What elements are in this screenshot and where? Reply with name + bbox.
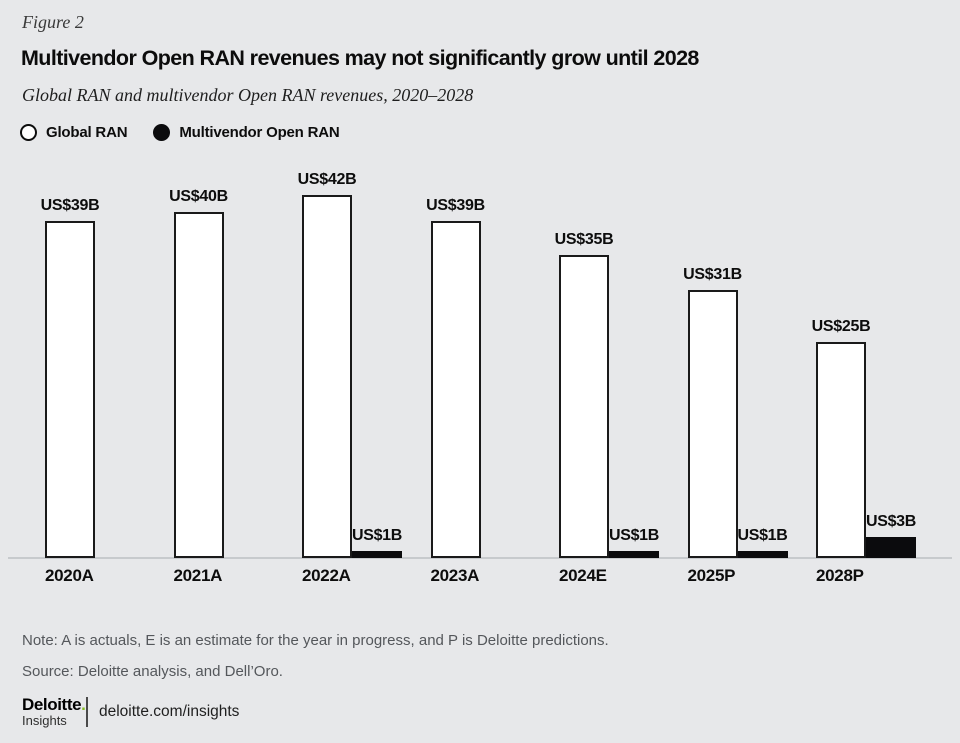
insights-link[interactable]: deloitte.com/insights [99, 702, 240, 720]
legend-item-multivendor-open-ran: Multivendor Open RAN [153, 124, 340, 141]
bar-multivendor-open-ran-2024E [609, 551, 659, 558]
value-label-open-ran-2022A: US$1B [351, 527, 403, 544]
bar-global-ran-2023A [430, 221, 481, 558]
x-axis-label-2020A: 2020A [45, 566, 94, 585]
value-label-open-ran-2024E: US$1B [608, 527, 660, 544]
bar-multivendor-open-ran-2025P [737, 551, 788, 558]
bar-global-ran-2024E [559, 255, 609, 558]
value-label-global-2024E: US$35B [554, 231, 614, 248]
figure-label: Figure 2 [22, 12, 84, 32]
value-label-global-2028P: US$25B [811, 318, 871, 335]
x-axis-label-2024E: 2024E [559, 566, 607, 585]
legend: Global RAN Multivendor Open RAN [20, 124, 340, 141]
white-circle-icon [20, 124, 37, 141]
footer: Deloitte. Insights deloitte.com/insights [22, 696, 239, 727]
x-axis-label-2021A: 2021A [173, 566, 223, 585]
value-label-global-2021A: US$40B [169, 188, 228, 205]
note-text: Note: A is actuals, E is an estimate for… [22, 632, 609, 649]
brand-name: Deloitte. [22, 695, 86, 714]
bar-global-ran-2025P [687, 290, 738, 558]
x-axis-line [8, 557, 952, 559]
x-axis-label-2023A: 2023A [430, 566, 480, 585]
bar-global-ran-2022A [302, 195, 352, 558]
x-axis-label-2025P: 2025P [687, 566, 736, 585]
green-dot-icon: . [81, 695, 86, 714]
footer-divider [86, 696, 88, 727]
value-label-open-ran-2028P: US$3B [865, 513, 917, 530]
page-title: Multivendor Open RAN revenues may not si… [21, 46, 699, 70]
bar-global-ran-2021A [173, 212, 224, 558]
value-label-global-2025P: US$31B [683, 266, 742, 283]
chart-subtitle: Global RAN and multivendor Open RAN reve… [22, 85, 474, 105]
brand-sub: Insights [22, 713, 67, 728]
x-axis-label-2028P: 2028P [816, 566, 864, 585]
value-label-global-2022A: US$42B [297, 171, 357, 188]
legend-label: Global RAN [46, 124, 128, 141]
legend-item-global-ran: Global RAN [20, 124, 128, 141]
value-label-global-2023A: US$39B [426, 197, 485, 214]
deloitte-logo: Deloitte. Insights [22, 696, 86, 727]
bar-global-ran-2020A [45, 221, 95, 558]
value-label-open-ran-2025P: US$1B [737, 527, 788, 544]
black-circle-icon [153, 124, 171, 141]
legend-label: Multivendor Open RAN [179, 124, 340, 141]
bar-global-ran-2028P [816, 342, 866, 558]
bar-multivendor-open-ran-2028P [866, 537, 916, 558]
bar-multivendor-open-ran-2022A [352, 551, 402, 558]
source-text: Source: Deloitte analysis, and Dell’Oro. [22, 663, 283, 680]
x-axis-label-2022A: 2022A [302, 566, 351, 585]
value-label-global-2020A: US$39B [40, 197, 100, 214]
